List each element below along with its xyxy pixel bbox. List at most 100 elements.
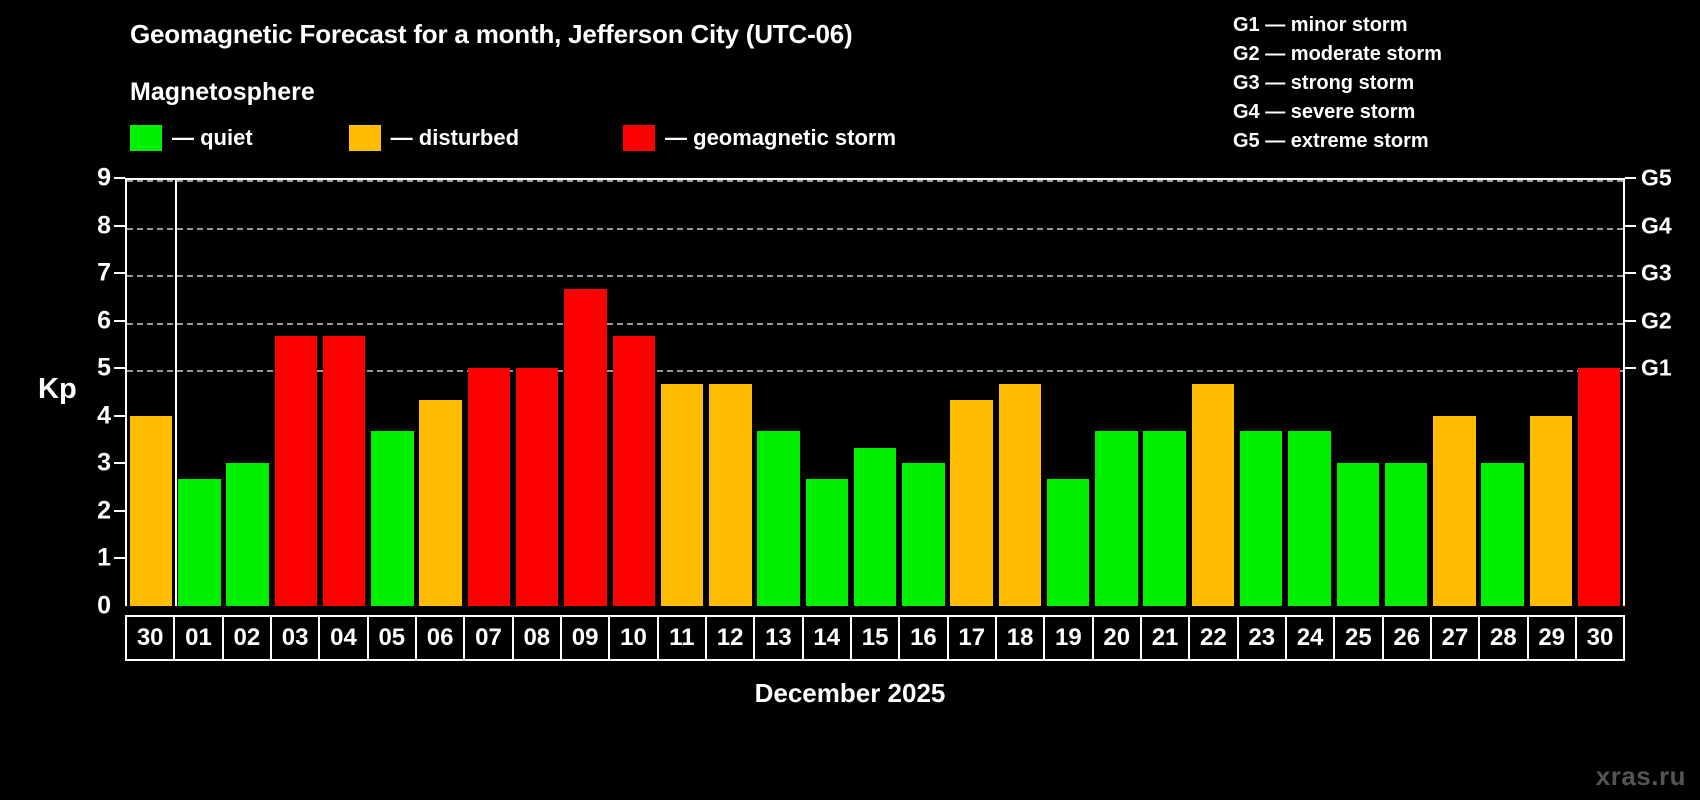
bar-cell <box>1430 178 1478 606</box>
bar-day-24-quiet[interactable] <box>1288 431 1331 606</box>
y-tick-mark-2 <box>114 509 125 512</box>
bar-cell <box>1575 178 1623 606</box>
bar-day-25-quiet[interactable] <box>1336 463 1379 606</box>
watermark: xras.ru <box>1595 761 1686 791</box>
bar-cell <box>658 178 706 606</box>
bar-day-13-quiet[interactable] <box>757 431 800 606</box>
day-label-12[interactable]: 12 <box>707 617 756 659</box>
bar-day-07-storm[interactable] <box>467 368 511 606</box>
bar-day-27-disturbed[interactable] <box>1433 415 1476 606</box>
day-label-13[interactable]: 13 <box>755 617 804 659</box>
day-label-20[interactable]: 20 <box>1094 617 1142 659</box>
day-label-0[interactable]: 30 <box>127 617 176 659</box>
bar-day-14-quiet[interactable] <box>805 479 849 606</box>
day-label-2[interactable]: 02 <box>224 617 272 659</box>
day-label-30[interactable]: 30 <box>1586 624 1614 651</box>
bar-day-30-storm[interactable] <box>1577 368 1621 606</box>
bar-cell <box>368 178 416 606</box>
bar-day-20-quiet[interactable] <box>1095 431 1138 606</box>
legend-item-quiet: — quiet <box>130 125 253 151</box>
g-scale-line-3: G3 — strong storm <box>1233 72 1415 94</box>
bar-cell <box>561 178 609 606</box>
bar-day-08-storm[interactable] <box>516 368 559 606</box>
bar-day-12-disturbed[interactable] <box>709 383 752 606</box>
day-label-26[interactable]: 26 <box>1384 617 1432 659</box>
bars-container <box>125 178 1625 606</box>
page-title: Geomagnetic Forecast for a month, Jeffer… <box>130 19 853 49</box>
y-tick-mark-1 <box>114 557 125 560</box>
bar-day-02-quiet[interactable] <box>226 463 269 606</box>
day-label-17[interactable]: 17 <box>949 617 997 659</box>
bar-cell <box>1382 178 1430 606</box>
bar-day-03-storm[interactable] <box>274 336 318 606</box>
bar-day-18-disturbed[interactable] <box>998 383 1042 606</box>
g-scale-line-5: G5 — extreme storm <box>1233 130 1429 152</box>
day-label-10[interactable]: 10 <box>610 617 659 659</box>
day-label-19[interactable]: 19 <box>1045 617 1094 659</box>
bar-day-26-quiet[interactable] <box>1384 463 1428 606</box>
bar-cell <box>1527 178 1575 606</box>
bar-day-05-quiet[interactable] <box>371 431 414 606</box>
bar-cell <box>175 178 223 606</box>
day-label-23[interactable]: 23 <box>1239 617 1287 659</box>
g-scale-line-4: G4 — severe storm <box>1233 101 1416 123</box>
day-label-18[interactable]: 18 <box>997 617 1046 659</box>
legend-item-disturbed: — disturbed <box>348 125 519 151</box>
y-tick-label-6: 6 <box>97 306 111 335</box>
g-tick-label-G1: G1 <box>1641 354 1672 381</box>
bar-cell <box>851 178 899 606</box>
bar-day-23-quiet[interactable] <box>1240 431 1283 606</box>
g-scale-line-2: G2 — moderate storm <box>1233 43 1442 65</box>
day-label-4[interactable]: 04 <box>320 617 369 659</box>
day-label-16[interactable]: 16 <box>900 617 949 659</box>
day-label-24[interactable]: 24 <box>1287 617 1336 659</box>
day-label-1[interactable]: 01 <box>175 617 224 659</box>
y-axis-label: Kp <box>38 373 77 405</box>
bar-cell <box>610 178 658 606</box>
bar-cell <box>513 178 561 606</box>
day-label-6[interactable]: 06 <box>417 617 466 659</box>
bar-cell <box>1478 178 1526 606</box>
day-label-strip: 30 01 02 03 04 05 06 07 08 09 10 11 12 13 14 15 16 17 18 19… <box>125 615 1625 661</box>
bar-cell <box>1189 178 1237 606</box>
bar-day-17-disturbed[interactable] <box>950 400 993 606</box>
bar-day-22-disturbed[interactable] <box>1191 383 1235 606</box>
day-label-21[interactable]: 21 <box>1142 617 1191 659</box>
bar-day-01-quiet[interactable] <box>178 479 221 606</box>
bar-day-29-disturbed[interactable] <box>1529 415 1573 606</box>
y-tick-mark-9 <box>114 177 125 179</box>
day-label-15[interactable]: 15 <box>852 617 901 659</box>
day-label-22[interactable]: 22 <box>1190 617 1239 659</box>
bar-cell <box>899 178 947 606</box>
day-label-8[interactable]: 08 <box>514 617 562 659</box>
bar-cell <box>1285 178 1333 606</box>
day-label-9[interactable]: 09 <box>562 617 611 659</box>
bar-cell <box>1141 178 1189 606</box>
day-label-25[interactable]: 25 <box>1335 617 1384 659</box>
g-scale-line-1: G1 — minor storm <box>1233 14 1408 36</box>
bar-day-10-storm[interactable] <box>612 336 656 606</box>
day-label-11[interactable]: 11 <box>659 617 707 659</box>
bar-day-09-storm[interactable] <box>564 288 607 606</box>
bar-day-04-storm[interactable] <box>322 336 366 606</box>
day-label-5[interactable]: 05 <box>369 617 417 659</box>
bar-day-15-quiet[interactable] <box>853 447 897 606</box>
bar-day-16-quiet[interactable] <box>902 463 945 606</box>
bar-cell <box>417 178 465 606</box>
day-label-3[interactable]: 03 <box>272 617 321 659</box>
y-tick-label-1: 1 <box>97 543 111 572</box>
day-label-28[interactable]: 28 <box>1480 617 1529 659</box>
y-axis: 0 1 2 3 4 5 6 7 8 9 <box>70 164 125 620</box>
bar-day-30-disturbed[interactable] <box>129 415 173 606</box>
day-label-27[interactable]: 27 <box>1432 617 1481 659</box>
bar-day-06-disturbed[interactable] <box>419 400 462 606</box>
day-label-29[interactable]: 29 <box>1529 617 1577 659</box>
bar-cell <box>272 178 320 606</box>
bar-day-19-quiet[interactable] <box>1046 479 1090 606</box>
day-label-14[interactable]: 14 <box>804 617 852 659</box>
bar-cell <box>1334 178 1382 606</box>
day-label-7[interactable]: 07 <box>465 617 514 659</box>
bar-day-11-disturbed[interactable] <box>660 383 704 606</box>
bar-day-28-quiet[interactable] <box>1481 463 1524 606</box>
bar-day-21-quiet[interactable] <box>1143 431 1186 606</box>
